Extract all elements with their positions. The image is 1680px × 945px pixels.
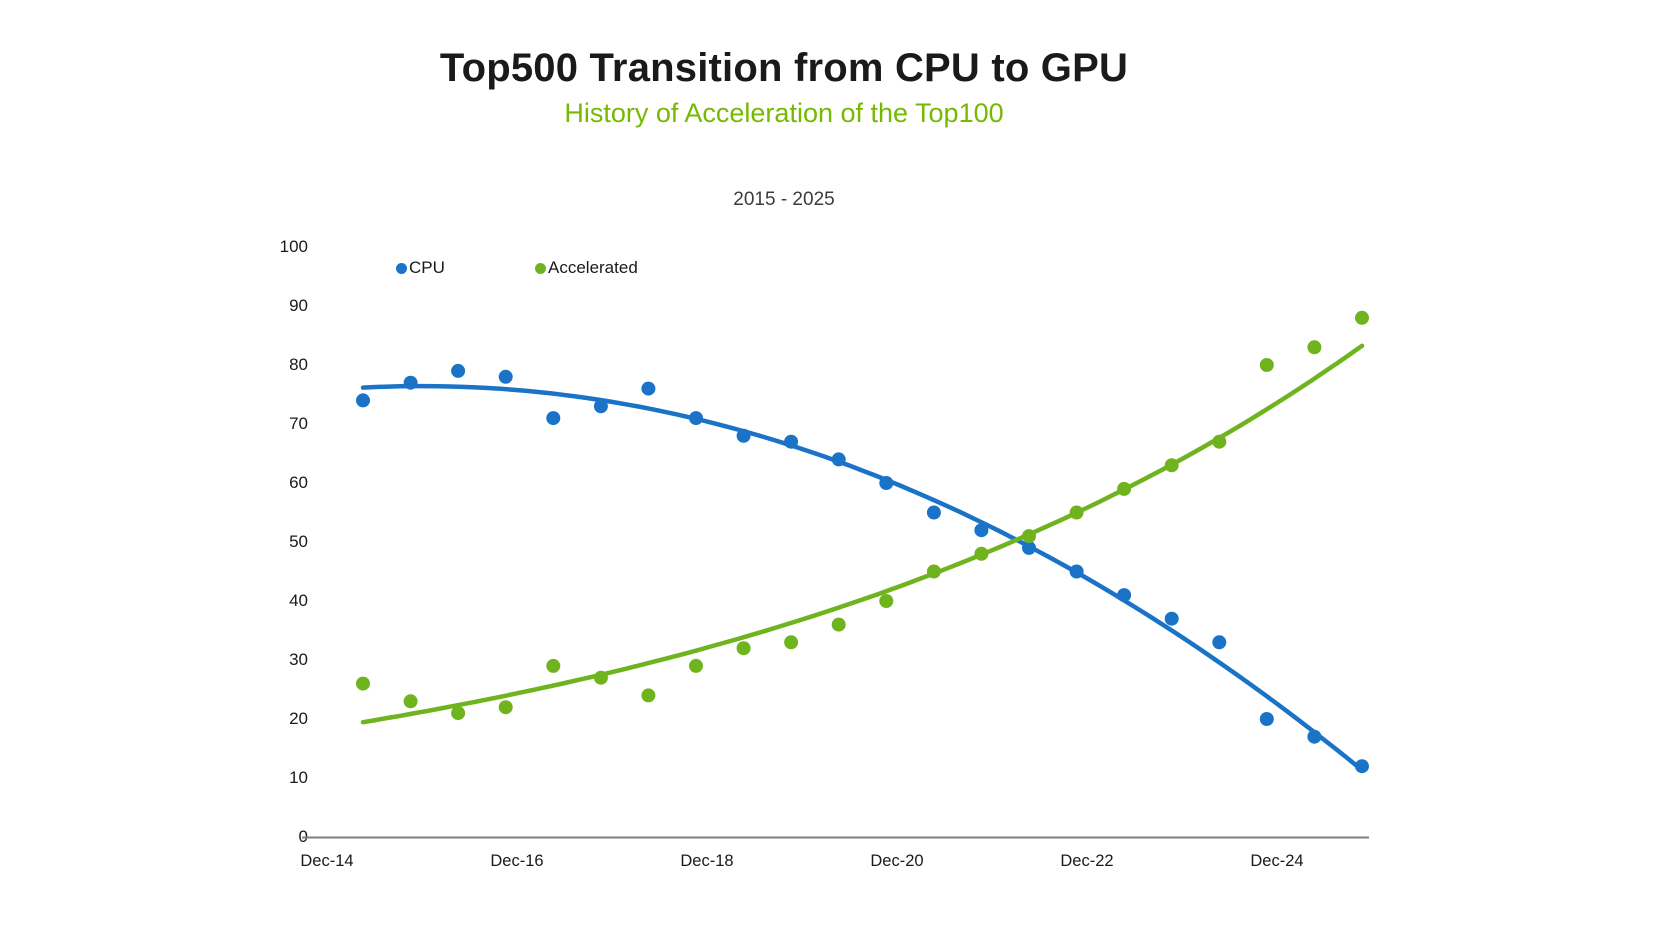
accelerated-data-point	[736, 641, 751, 656]
cpu-data-point	[403, 375, 418, 390]
period-label: 2015 - 2025	[733, 189, 835, 210]
y-tick-label: 50	[289, 532, 308, 551]
y-tick-label: 70	[289, 414, 308, 433]
cpu-data-point	[926, 505, 941, 520]
cpu-data-point	[593, 399, 608, 414]
cpu-data-point	[451, 363, 466, 378]
cpu-legend-dot-icon	[396, 262, 407, 274]
cpu-data-point	[1212, 635, 1227, 650]
cpu-data-point	[784, 434, 799, 449]
accelerated-data-point	[1117, 481, 1132, 496]
accelerated-data-point	[403, 694, 418, 709]
accelerated-data-point	[926, 564, 941, 579]
y-tick-label: 30	[289, 650, 308, 669]
accelerated-trend-line	[360, 343, 1365, 725]
cpu-data-point	[879, 476, 894, 490]
x-tick-label: Dec-14	[300, 852, 354, 870]
accelerated-data-point	[974, 546, 989, 561]
cpu-data-point	[1355, 759, 1369, 774]
y-tick-label: 0	[298, 827, 308, 846]
x-tick-label: Dec-20	[870, 852, 924, 870]
x-tick-label: Dec-16	[490, 852, 544, 870]
y-tick-label: 100	[279, 237, 308, 256]
accelerated-data-point	[879, 594, 894, 608]
y-tick-label: 40	[289, 591, 308, 610]
accelerated-data-point	[498, 700, 513, 715]
cpu-data-point	[1022, 540, 1036, 555]
accelerated-data-point	[1022, 529, 1036, 544]
cpu-data-point	[1259, 712, 1274, 726]
y-tick-label: 10	[289, 768, 308, 787]
cpu-data-point	[736, 428, 751, 443]
x-tick-label: Dec-24	[1250, 852, 1304, 870]
x-tick-label: Dec-18	[680, 852, 734, 870]
cpu-data-point	[641, 381, 656, 396]
y-tick-label: 20	[289, 709, 308, 728]
cpu-data-point	[1069, 564, 1084, 579]
legend-item-cpu: CPU	[396, 258, 445, 278]
accelerated-legend-label: Accelerated	[548, 258, 638, 277]
accelerated-data-point	[641, 688, 656, 703]
y-tick-label: 60	[289, 473, 308, 492]
chart-subtitle: History of Acceleration of the Top100	[564, 98, 1004, 128]
accelerated-data-point	[831, 617, 846, 632]
cpu-data-point	[1307, 729, 1322, 744]
accelerated-data-point	[1212, 434, 1227, 449]
cpu-trend-line	[360, 383, 1365, 773]
accelerated-data-point	[689, 658, 703, 673]
cpu-data-point	[1164, 611, 1179, 626]
y-tick-label: 80	[289, 355, 308, 374]
accelerated-data-point	[1259, 358, 1274, 372]
x-tick-label: Dec-22	[1060, 852, 1114, 870]
cpu-data-point	[974, 523, 989, 538]
legend-item-accelerated: Accelerated	[535, 258, 638, 278]
cpu-data-point	[498, 369, 513, 384]
accelerated-data-point	[1164, 458, 1179, 473]
accelerated-data-point	[784, 635, 799, 650]
accelerated-data-point	[1069, 505, 1084, 520]
accelerated-data-point	[451, 706, 466, 721]
cpu-data-point	[689, 411, 703, 426]
chart-title: Top500 Transition from CPU to GPU	[439, 46, 1129, 90]
cpu-data-point	[1117, 588, 1132, 603]
accelerated-legend-dot-icon	[535, 262, 546, 274]
accelerated-data-point	[593, 670, 608, 685]
cpu-legend-label: CPU	[409, 258, 445, 277]
cpu-data-point	[546, 411, 561, 426]
accelerated-data-point	[546, 658, 561, 673]
y-tick-label: 90	[289, 296, 308, 315]
accelerated-data-point	[1307, 340, 1322, 355]
accelerated-data-point	[356, 676, 370, 691]
accelerated-data-point	[1355, 310, 1369, 325]
cpu-data-point	[356, 393, 370, 408]
cpu-data-point	[831, 452, 846, 467]
